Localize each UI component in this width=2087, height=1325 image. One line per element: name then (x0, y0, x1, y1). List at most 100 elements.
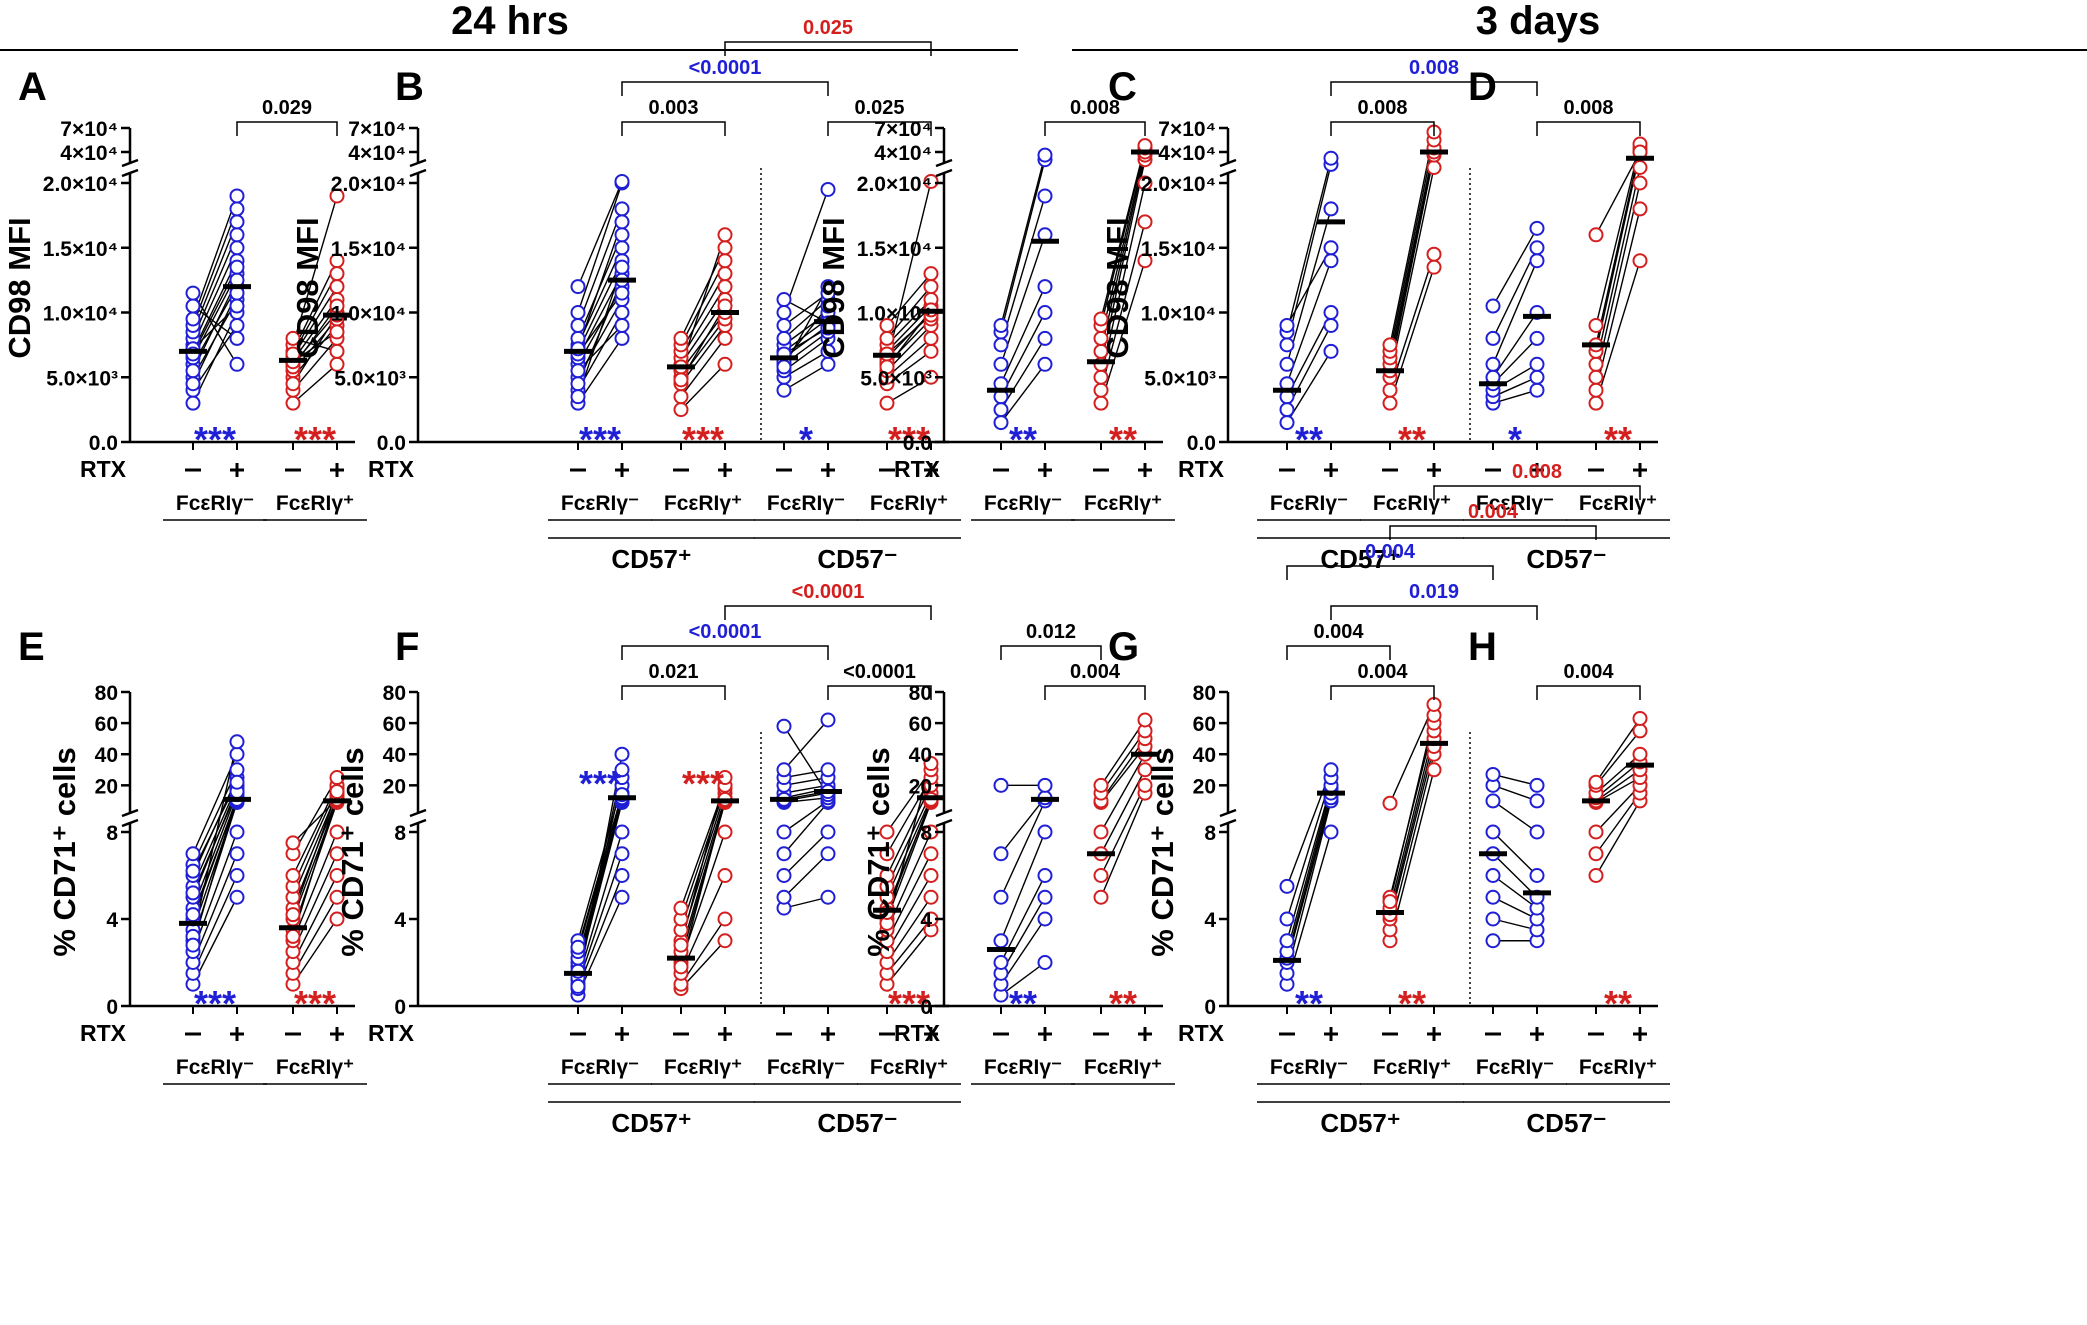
pair-line (1492, 312, 1538, 378)
point-after (329, 889, 345, 905)
point-after (1037, 777, 1053, 793)
pair-line (1389, 167, 1435, 378)
point-after (1037, 868, 1053, 883)
group-label: FcεRIγ⁺ (1579, 492, 1657, 515)
point-before (879, 395, 895, 411)
y-tick-label: 0.0 (377, 432, 406, 455)
y-axis-label: CD98 MFI (816, 217, 851, 358)
bracket-pvalue: 0.025 (803, 17, 853, 39)
significance-stars: ** (1604, 419, 1632, 460)
point-after (229, 762, 245, 778)
y-tick-label: 4 (106, 909, 118, 932)
point-after (614, 214, 630, 230)
pair-line (1100, 785, 1146, 876)
pair-line (1492, 896, 1538, 920)
point-before (1588, 227, 1604, 243)
panel-H: H 0 4 8 20 40 60 80 % CD71⁺ cells RTX ** FcεRIγ⁻ ** F… (1145, 461, 1670, 1138)
pair-line (1100, 147, 1146, 326)
point-before (1382, 382, 1398, 398)
axis-break-mark (1219, 818, 1237, 828)
pair-line (1286, 788, 1332, 952)
pair-line (783, 801, 829, 855)
y-tick-label: 2.0×10⁴ (331, 173, 406, 196)
point-before (993, 317, 1009, 333)
y-tick-label: 1.0×10⁴ (1141, 303, 1216, 326)
bracket-pvalue: 0.004 (1563, 661, 1614, 683)
group-label: FcεRIγ⁻ (767, 1056, 845, 1079)
point-before (1382, 337, 1398, 353)
y-tick-label: 4×10⁴ (60, 142, 118, 165)
group-label: FcεRIγ⁺ (1084, 1056, 1162, 1079)
pair-line (680, 363, 726, 411)
pair-line (292, 791, 338, 915)
significance-stars: * (799, 419, 813, 460)
pair-line (1595, 147, 1641, 346)
pair-line (292, 831, 338, 942)
pair-line (1286, 800, 1332, 974)
pair-line (1000, 896, 1046, 974)
point-before (1093, 311, 1109, 327)
group-label: FcεRIγ⁻ (1270, 1056, 1348, 1079)
pair-line (1595, 208, 1641, 391)
pair-line (886, 799, 932, 913)
point-after (329, 911, 345, 927)
group-label: FcεRIγ⁺ (1084, 492, 1162, 515)
y-tick-label: 60 (383, 713, 406, 736)
point-before (1588, 395, 1604, 411)
point-after (1137, 253, 1153, 269)
significance-stars: *** (888, 419, 930, 460)
point-before (185, 846, 201, 862)
significance-stars: * (1508, 419, 1522, 460)
y-tick-label: 60 (909, 713, 932, 736)
significance-stars: ** (1295, 419, 1323, 460)
bracket (724, 41, 932, 56)
y-axis-label: CD98 MFI (290, 217, 325, 358)
pair-line (1492, 784, 1538, 802)
point-after (1426, 246, 1442, 262)
cd57-label: CD57⁺ (1320, 544, 1400, 574)
rtx-label: RTX (80, 456, 127, 482)
point-after (1426, 259, 1442, 275)
cd57-label: CD57⁻ (1526, 544, 1606, 574)
y-tick-label: 2.0×10⁴ (1141, 173, 1216, 196)
point-before (185, 298, 201, 314)
group-label: FcεRIγ⁻ (561, 1056, 639, 1079)
panel-label-H: H (1468, 625, 1497, 669)
bracket-pvalue: 0.003 (648, 97, 698, 119)
point-after (614, 285, 630, 301)
pair-line (1100, 792, 1146, 898)
pair-line (1595, 151, 1641, 236)
pair-line (1595, 167, 1641, 365)
point-after (329, 188, 345, 204)
point-after (717, 253, 733, 269)
pair-line (1492, 227, 1538, 307)
point-before (879, 868, 895, 883)
pair-line (1000, 800, 1046, 898)
point-after (717, 868, 733, 883)
point-before (1588, 369, 1604, 385)
pair-line (192, 831, 238, 952)
point-before (1382, 894, 1398, 910)
pair-line (292, 794, 338, 937)
rtx-label: RTX (368, 1020, 415, 1046)
pair-line (1492, 260, 1538, 365)
pair-line (1595, 143, 1641, 326)
bracket-pvalue: 0.004 (1070, 661, 1121, 683)
point-after (614, 889, 630, 905)
point-after (229, 330, 245, 346)
point-before (185, 363, 201, 379)
bracket-pvalue: 0.008 (1512, 461, 1562, 483)
pair-line (292, 363, 338, 404)
bracket-pvalue: 0.025 (854, 97, 904, 119)
point-before (776, 317, 792, 333)
y-axis-label: % CD71⁺ cells (861, 747, 896, 956)
axis-break-mark (1219, 158, 1237, 168)
pair-line (1100, 145, 1146, 320)
bracket (621, 685, 726, 700)
group-3: *** FcεRIγ⁺ (857, 756, 961, 1085)
point-before (570, 389, 586, 405)
point-after (717, 330, 733, 346)
y-tick-label: 4×10⁴ (1158, 142, 1216, 165)
point-before (285, 907, 301, 923)
pair-line (783, 725, 829, 796)
